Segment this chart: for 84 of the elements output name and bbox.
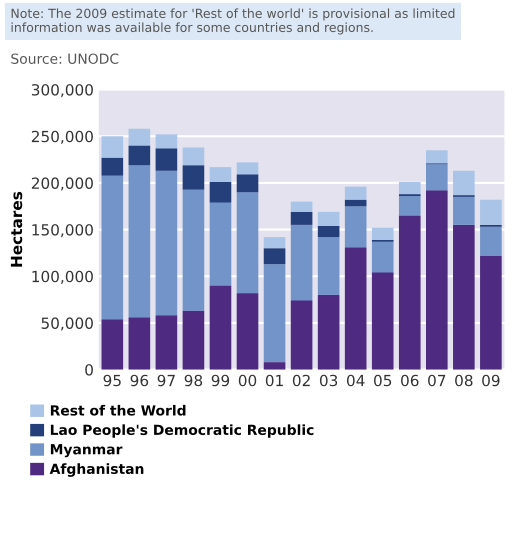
x-tick-label: 06 [401, 374, 419, 386]
bar [182, 165, 204, 190]
bar [128, 317, 150, 370]
bar [318, 294, 340, 370]
y-tick-label: 250,000 [32, 130, 93, 144]
bar [236, 192, 258, 294]
bar [156, 148, 178, 171]
bar [236, 293, 258, 370]
x-tick-label: 08 [455, 374, 473, 386]
source-note: Source: UNODC [11, 53, 118, 64]
bar [102, 319, 124, 370]
bar [426, 164, 448, 190]
bar [398, 196, 421, 216]
bar [102, 158, 124, 176]
bar [264, 237, 286, 248]
bar [102, 175, 124, 320]
x-tick-label: 03 [320, 374, 338, 386]
y-axis-title: Hectares [10, 192, 22, 267]
bar [318, 226, 340, 238]
bar [344, 206, 366, 248]
bar [182, 189, 204, 311]
bar [210, 202, 232, 286]
bar [128, 165, 150, 318]
x-tick-label: 05 [374, 374, 392, 386]
bar [318, 237, 340, 295]
bar [480, 200, 502, 225]
bar [398, 216, 421, 370]
x-tick-label: 04 [346, 374, 365, 386]
x-tick-label: 99 [212, 374, 230, 386]
bar [398, 182, 421, 194]
y-tick-label: 200,000 [32, 177, 93, 191]
bar [102, 136, 124, 158]
bar [344, 247, 366, 370]
legend-label: Rest of the World [50, 404, 186, 416]
bar [290, 300, 312, 370]
bar [264, 248, 286, 264]
bar [210, 167, 232, 182]
x-tick-label: 01 [266, 374, 283, 386]
bar [182, 310, 204, 370]
y-tick-label: 300,000 [32, 84, 93, 98]
bar [264, 362, 286, 370]
x-tick-label: 98 [184, 374, 202, 386]
bar [480, 226, 502, 256]
text: Note: The 2009 estimate for 'Rest of the world' is provisional as limited information was available for some countries and regions. [12, 8, 454, 34]
bar [210, 286, 232, 370]
y-tick-label: 100,000 [32, 270, 93, 284]
bar [182, 147, 204, 166]
bar [453, 196, 475, 225]
legend-label: Myanmar [50, 444, 122, 458]
bar [128, 128, 150, 146]
bar [426, 150, 448, 164]
bar [372, 242, 394, 273]
legend-label: Lao People's Democratic Republic [50, 424, 314, 438]
x-tick-label: 07 [428, 374, 446, 386]
x-tick-label: 09 [482, 374, 500, 386]
bar [264, 264, 286, 362]
bar [372, 272, 394, 370]
bar [344, 200, 366, 206]
bar [290, 224, 312, 301]
x-tick-label: 97 [158, 374, 175, 386]
bar [156, 134, 178, 148]
bar [236, 174, 258, 192]
bar [290, 202, 312, 212]
x-tick-label: 96 [130, 374, 148, 386]
x-tick-label: 00 [238, 374, 256, 386]
y-tick-label: 0 [85, 364, 93, 376]
bar [318, 212, 340, 226]
bar [344, 186, 366, 200]
bar [453, 170, 475, 196]
bar [156, 170, 178, 316]
bar [290, 212, 312, 225]
bar [128, 146, 150, 166]
x-tick-label: 95 [104, 374, 121, 386]
bar [236, 162, 258, 175]
y-tick-label: 150,000 [32, 224, 93, 238]
bar [426, 190, 448, 370]
y-tick-label: 50,000 [42, 317, 93, 331]
bar [210, 182, 232, 203]
bar [480, 256, 502, 370]
bar [156, 315, 178, 370]
bar [453, 224, 475, 370]
legend-label: Afghanistan [50, 463, 144, 477]
x-tick-label: 02 [292, 374, 310, 386]
bar [372, 228, 394, 240]
